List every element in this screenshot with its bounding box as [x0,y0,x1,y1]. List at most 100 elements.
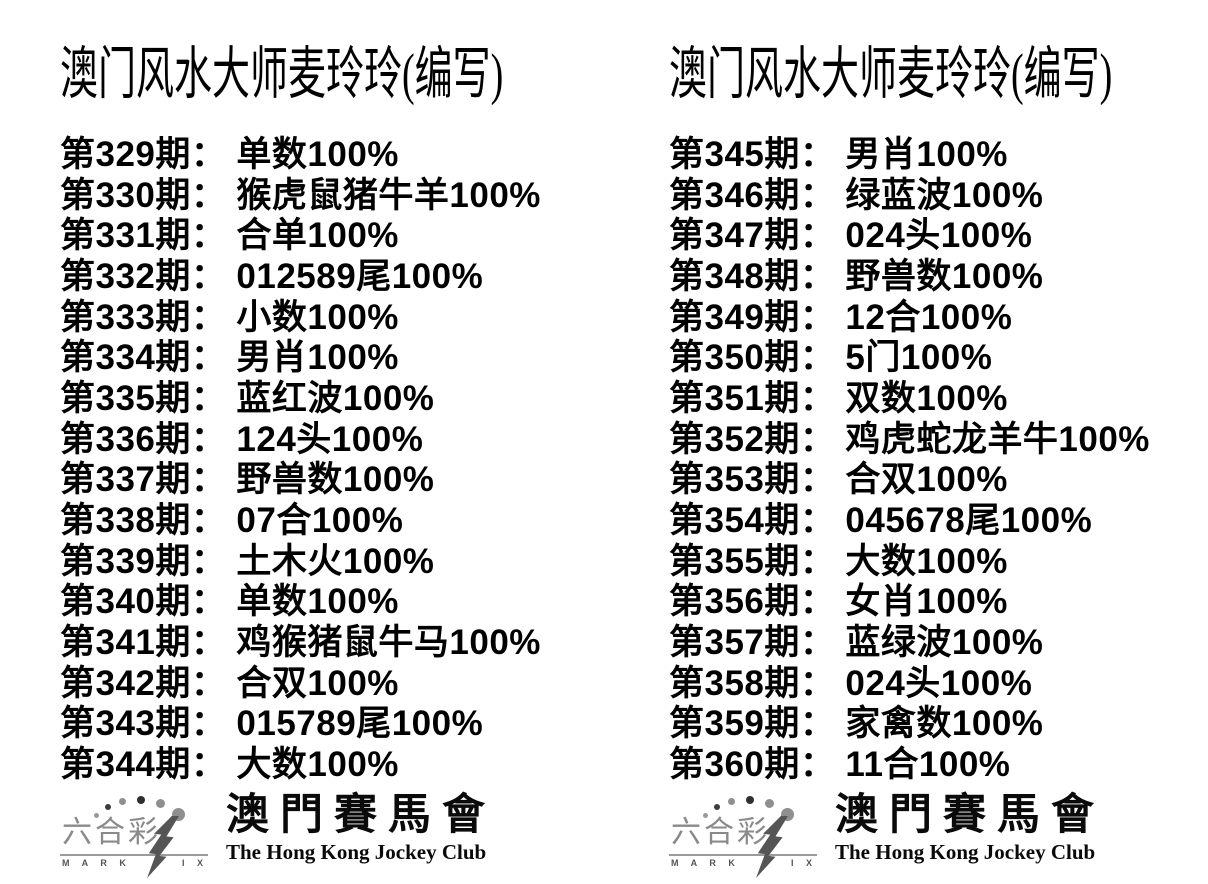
prediction-row: 第354期： 045678尾100% [669,497,1208,540]
prediction-text: 012589尾100% [236,256,484,296]
period-label: 第355期： [669,541,836,581]
prediction-text: 合单100% [236,216,399,256]
period-label: 第337期： [60,460,227,500]
logo-dot [137,796,145,804]
prediction-text: 蓝绿波100% [845,623,1044,663]
logo-dot [728,798,735,805]
period-label: 第353期： [669,460,836,500]
jockey-club-footer: 六合彩 M A R K I X 澳門賽馬會 The Hong Kong Jock… [669,790,1208,880]
prediction-text: 045678尾100% [845,501,1093,541]
club-name-chinese: 澳門賽馬會 [835,792,1105,839]
prediction-text: 07合100% [236,501,404,541]
prediction-row: 第350期： 5门100% [669,334,1208,377]
column-title: 澳门风水大师麦玲玲(编写) [60,43,504,107]
period-label: 第360期： [669,745,836,785]
mark-letters-right: I X [181,858,208,868]
period-label: 第343期： [60,704,227,744]
jockey-club-footer: 六合彩 M A R K I X 澳門賽馬會 The Hong Kong Jock… [60,790,605,880]
prediction-row: 第330期： 猴虎鼠猪牛羊100% [60,172,605,215]
prediction-text: 大数100% [845,541,1008,581]
prediction-text: 5门100% [845,338,993,378]
period-label: 第344期： [60,745,227,785]
period-label: 第332期： [60,256,227,296]
prediction-text: 单数100% [236,134,399,174]
prediction-text: 合双100% [845,460,1008,500]
period-label: 第340期： [60,582,227,622]
period-label: 第331期： [60,216,227,256]
prediction-row: 第340期： 单数100% [60,579,605,621]
period-label: 第347期： [669,216,836,256]
logo-divider [60,854,208,856]
prediction-text: 野兽数100% [236,460,435,500]
club-text: 澳門賽馬會 The Hong Kong Jockey Club [226,790,496,864]
logo-dot [119,798,126,805]
prediction-row: 第360期： 11合100% [669,741,1208,784]
club-name-chinese: 澳門賽馬會 [226,792,496,839]
logo-dot [94,813,99,818]
period-label: 第345期： [669,134,836,174]
period-label: 第333期： [60,297,227,337]
column-title: 澳门风水大师麦玲玲(编写) [669,43,1113,107]
prediction-row: 第335期： 蓝红波100% [60,375,605,418]
prediction-text: 家禽数100% [845,704,1044,744]
prediction-row: 第353期： 合双100% [669,457,1208,499]
prediction-text: 单数100% [236,582,399,622]
period-label: 第346期： [669,175,836,215]
prediction-row: 第355期： 大数100% [669,538,1208,581]
logo-dot [746,796,754,804]
period-label: 第336期： [60,419,227,459]
prediction-row: 第341期： 鸡猴猪鼠牛马100% [60,619,605,662]
period-label: 第330期： [60,175,227,215]
period-label: 第334期： [60,338,227,378]
liuhecai-label: 六合彩 [671,816,770,849]
prediction-row: 第339期： 土木火100% [60,538,605,581]
prediction-text: 绿蓝波100% [845,175,1044,215]
prediction-text: 大数100% [236,745,399,785]
mark-letters-right: I X [790,858,817,868]
prediction-list: 第329期： 单数100% 第330期： 猴虎鼠猪牛羊100% 第331期： 合单100%… [60,131,605,784]
prediction-row: 第352期： 鸡虎蛇龙羊牛100% [669,416,1208,459]
mark-six-logo: 六合彩 M A R K I X [60,790,210,880]
prediction-row: 第346期： 绿蓝波100% [669,172,1208,215]
period-label: 第350期： [669,338,836,378]
mark-six-letters: M A R K I X [671,858,817,868]
period-label: 第357期： [669,623,836,663]
logo-dot [105,804,111,810]
lightning-bolt-icon [756,816,788,878]
period-label: 第348期： [669,256,836,296]
period-label: 第356期： [669,582,836,622]
prediction-row: 第332期： 012589尾100% [60,253,605,296]
prediction-text: 双数100% [845,378,1008,418]
prediction-row: 第356期： 女肖100% [669,579,1208,621]
prediction-text: 合双100% [236,663,399,703]
period-label: 第359期： [669,704,836,744]
prediction-text: 土木火100% [236,541,435,581]
logo-dot [714,804,720,810]
prediction-text: 猴虎鼠猪牛羊100% [236,175,541,215]
prediction-row: 第338期： 07合100% [60,497,605,540]
prediction-row: 第351期： 双数100% [669,375,1208,418]
prediction-list: 第345期： 男肖100% 第346期： 绿蓝波100% 第347期： 024头100% 第… [669,131,1208,784]
lightning-bolt-icon [147,816,179,878]
prediction-text: 男肖100% [845,134,1008,174]
prediction-text: 015789尾100% [236,704,484,744]
prediction-row: 第336期： 124头100% [60,416,605,459]
column-right: 澳门风水大师麦玲玲(编写) 第345期： 男肖100% 第346期： 绿蓝波100% 第… [669,45,1208,884]
prediction-row: 第358期： 024头100% [669,660,1208,703]
logo-divider [669,854,817,856]
period-label: 第349期： [669,297,836,337]
prediction-text: 鸡虎蛇龙羊牛100% [845,419,1150,459]
prediction-text: 024头100% [845,216,1033,256]
prediction-row: 第342期： 合双100% [60,660,605,703]
mark-letters-left: M A R K [62,858,131,868]
period-label: 第351期： [669,378,836,418]
period-label: 第338期： [60,501,227,541]
prediction-text: 124头100% [236,419,424,459]
prediction-text: 12合100% [845,297,1013,337]
mark-letters-left: M A R K [671,858,740,868]
club-text: 澳門賽馬會 The Hong Kong Jockey Club [835,790,1105,864]
prediction-row: 第357期： 蓝绿波100% [669,619,1208,662]
column-left: 澳门风水大师麦玲玲(编写) 第329期： 单数100% 第330期： 猴虎鼠猪牛羊10… [60,45,605,884]
period-label: 第335期： [60,378,227,418]
